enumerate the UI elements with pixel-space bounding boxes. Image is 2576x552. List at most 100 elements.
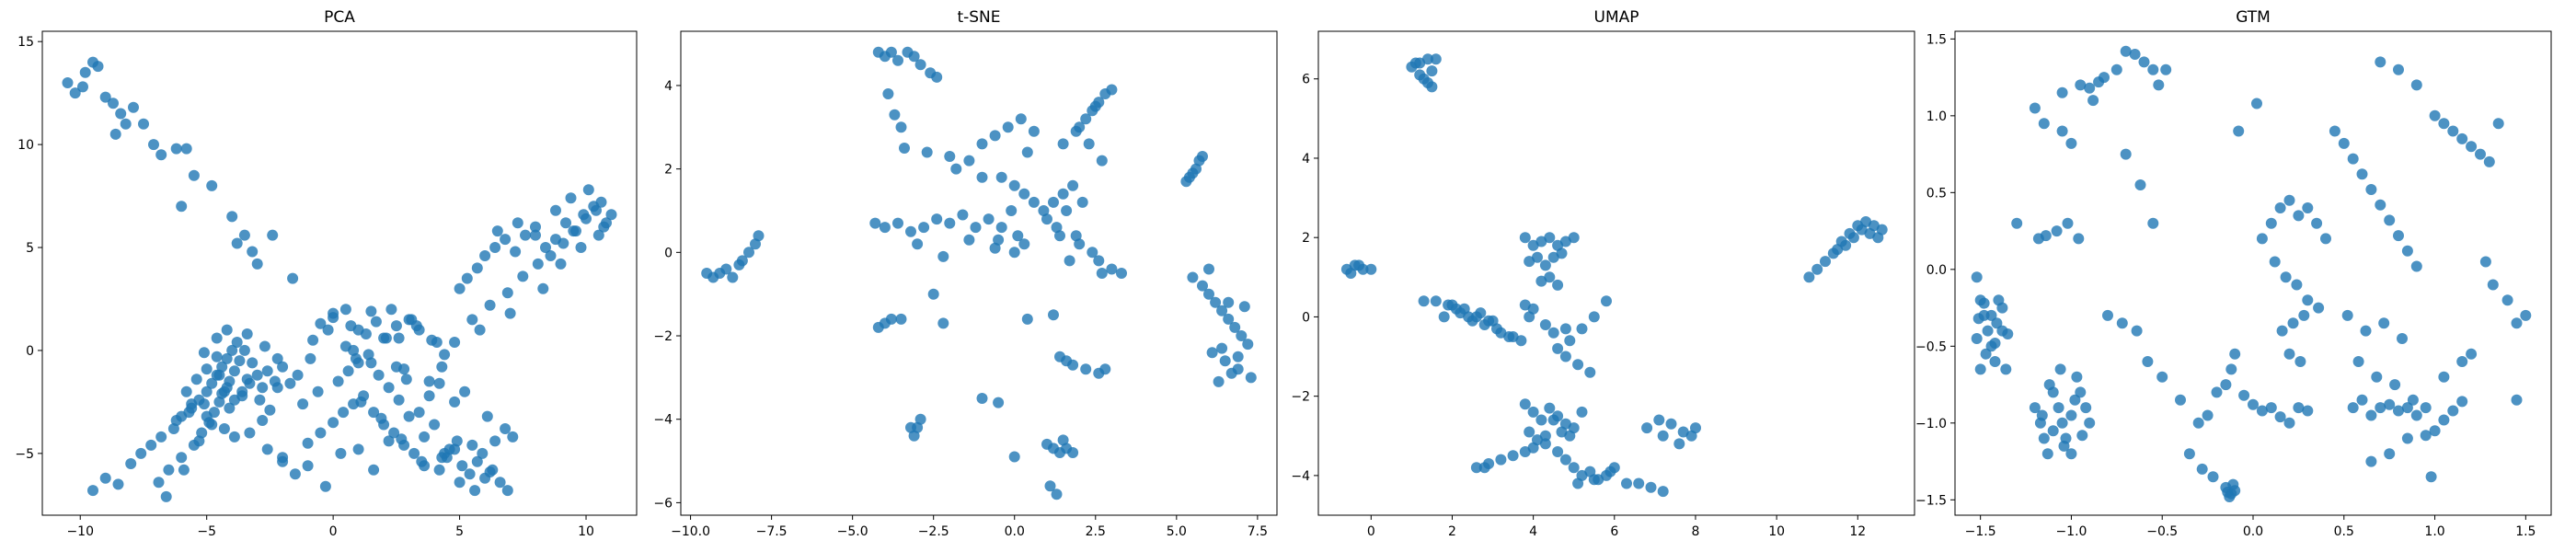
data-point (352, 324, 364, 336)
data-point (1552, 279, 1564, 291)
data-point (908, 51, 920, 63)
data-point (2056, 125, 2068, 137)
data-point (2479, 256, 2491, 268)
data-point (1495, 454, 1507, 466)
data-point (1604, 466, 1616, 477)
data-point (2287, 317, 2299, 329)
data-point (292, 369, 304, 381)
data-point (2378, 317, 2390, 329)
data-point (1559, 323, 1571, 335)
data-point (1197, 280, 1208, 292)
data-point (1236, 330, 1248, 341)
data-point (251, 369, 263, 381)
data-point (540, 242, 551, 253)
y-tick-label: −0.5 (1915, 339, 1947, 354)
data-point (1478, 462, 1490, 474)
data-point (328, 312, 339, 324)
data-point (1470, 462, 1482, 474)
x-tick-label: 0.5 (2334, 524, 2354, 539)
data-point (489, 242, 501, 253)
x-tick-label: 12 (1849, 524, 1866, 539)
data-point (595, 196, 607, 208)
data-point (2054, 363, 2066, 375)
data-point (2501, 294, 2513, 306)
data-point (2520, 309, 2532, 321)
data-point (1996, 302, 2008, 314)
data-point (2410, 79, 2422, 91)
data-point (957, 209, 969, 221)
data-point (914, 413, 926, 425)
x-tick-label: 0.0 (1005, 524, 1025, 539)
data-point (188, 169, 200, 181)
y-tick-label: 5 (26, 241, 34, 256)
data-point (322, 324, 334, 336)
data-point (1006, 205, 1018, 216)
data-point (267, 229, 279, 241)
data-point (373, 369, 385, 381)
data-point (297, 398, 309, 410)
data-point (1426, 81, 1438, 93)
x-tick-label: −1.0 (2055, 524, 2087, 539)
data-point (1245, 372, 1257, 384)
data-point (2265, 402, 2277, 414)
data-point (206, 419, 218, 431)
data-point (423, 375, 435, 387)
data-point (520, 229, 531, 241)
data-point (1539, 438, 1551, 450)
data-point (284, 377, 296, 389)
y-tick-label: 15 (17, 35, 34, 50)
data-point (339, 304, 351, 316)
data-point (302, 437, 314, 449)
data-point (145, 439, 157, 451)
data-point (2047, 425, 2059, 437)
data-point (912, 421, 924, 433)
data-point (259, 340, 270, 352)
data-point (1044, 480, 1056, 492)
data-point (2375, 199, 2386, 211)
data-point (2420, 402, 2432, 414)
data-point (2329, 125, 2340, 137)
data-point (2438, 371, 2450, 383)
data-point (1584, 366, 1596, 378)
data-point (1547, 327, 1559, 339)
x-tick-label: 0 (1367, 524, 1375, 539)
data-point (2256, 233, 2268, 245)
data-point (1665, 418, 1677, 430)
x-tick-label: −7.5 (756, 524, 788, 539)
data-point (2456, 132, 2468, 144)
data-point (885, 313, 897, 325)
data-point (247, 357, 259, 369)
y-tick-label: 4 (1302, 152, 1310, 167)
data-point (2116, 317, 2128, 329)
data-point (1811, 263, 1823, 275)
data-point (2000, 363, 2012, 375)
x-tick-label: −0.5 (2146, 524, 2178, 539)
x-tick-label: −10.0 (671, 524, 710, 539)
data-point (2425, 471, 2437, 483)
y-tick-label: 2 (1302, 231, 1310, 246)
data-point (180, 385, 192, 397)
data-point (2274, 202, 2286, 213)
data-point (92, 61, 104, 73)
data-point (393, 394, 405, 406)
data-point (1002, 121, 1014, 133)
data-point (400, 374, 412, 385)
data-point (403, 314, 415, 326)
data-point (433, 464, 445, 476)
data-point (2393, 63, 2404, 75)
data-point (277, 361, 289, 373)
data-point (532, 258, 544, 270)
data-point (408, 447, 420, 459)
data-point (228, 365, 240, 377)
data-point (419, 431, 431, 443)
data-point (1021, 313, 1033, 325)
data-point (469, 485, 481, 497)
data-point (983, 213, 995, 225)
data-point (2233, 125, 2245, 137)
x-tick-label: 6 (1610, 524, 1618, 539)
data-point (2110, 63, 2122, 75)
data-point (315, 317, 327, 329)
panel-t-sne: t-SNE −10.0 −7.5 −5.0 −2.5 0.0 2.5 5.0 7.5 −6 −4 −2… (653, 8, 1278, 539)
data-point (362, 349, 374, 361)
data-point (2456, 356, 2468, 367)
